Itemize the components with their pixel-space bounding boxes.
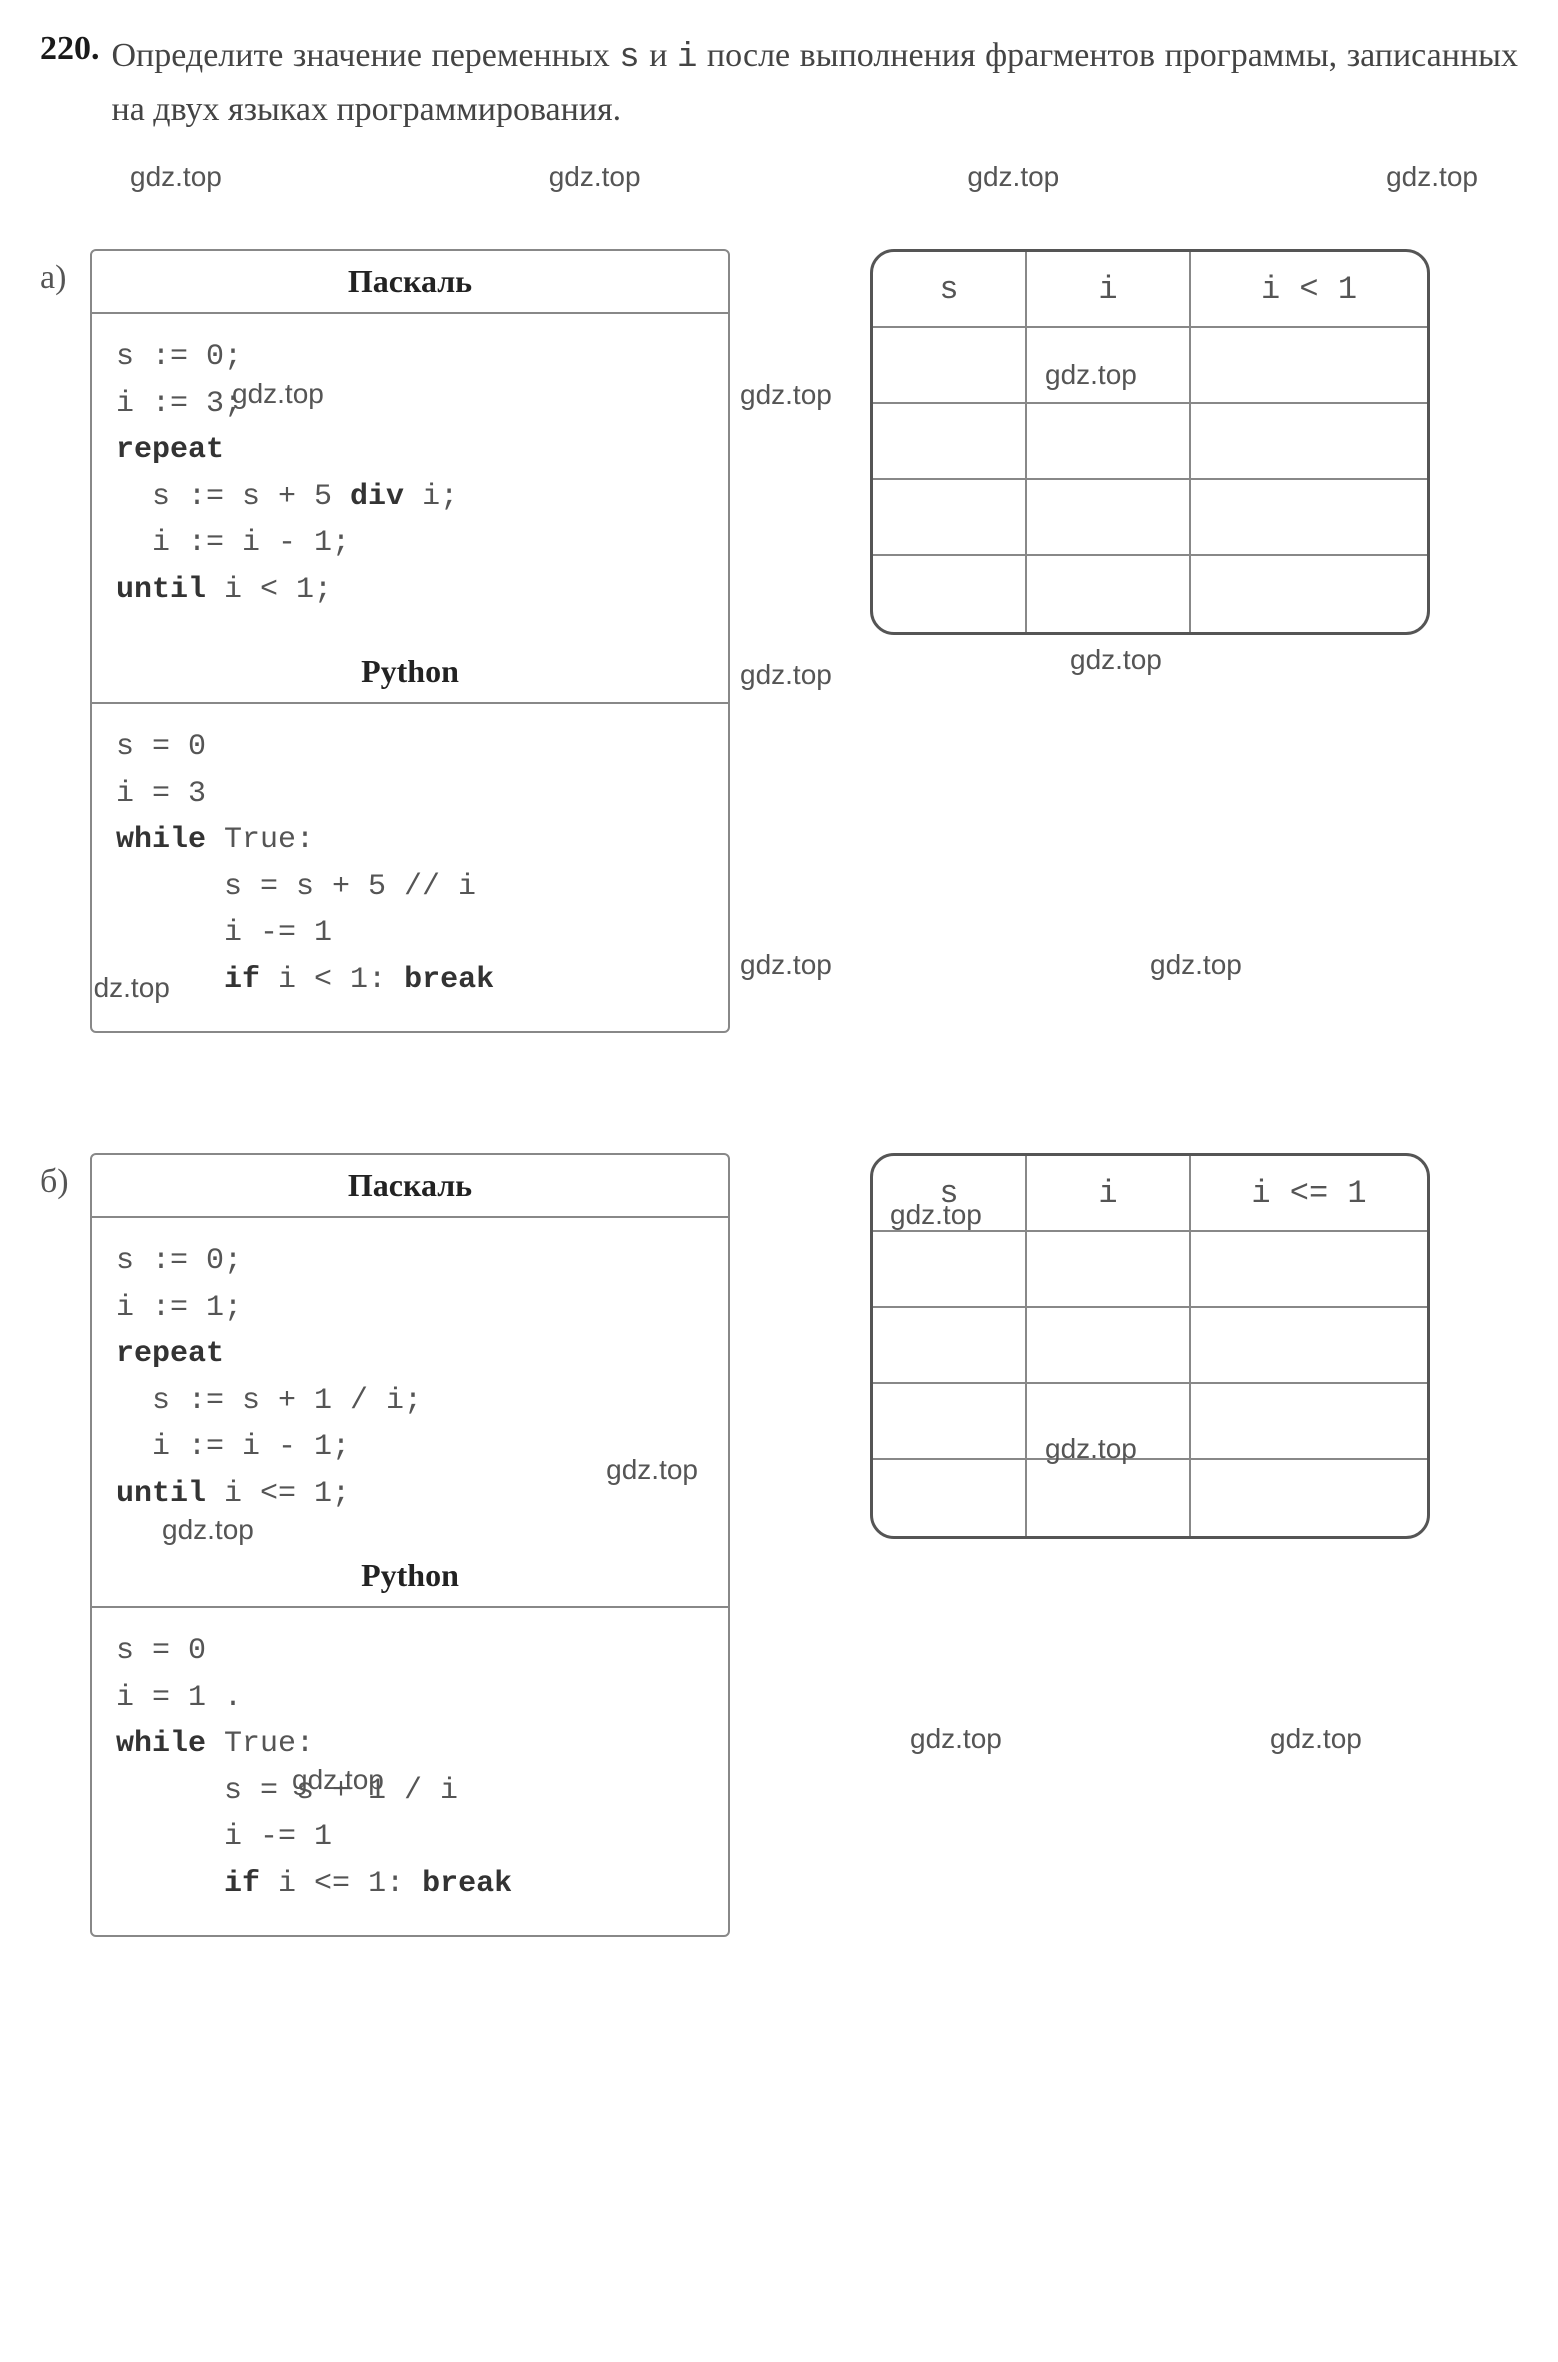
python-title: Python bbox=[92, 641, 728, 704]
pascal-box-b: Паскаль s := 0; i := 1; repeat s := s + … bbox=[90, 1153, 730, 1937]
table-row bbox=[873, 556, 1427, 632]
watermark: gdz.top bbox=[910, 1723, 1002, 1755]
var-i: i bbox=[677, 39, 697, 77]
table-row bbox=[873, 1308, 1427, 1384]
pascal-code-b: s := 0; i := 1; repeat s := s + 1 / i; i… bbox=[92, 1218, 728, 1545]
table-row bbox=[873, 1232, 1427, 1308]
watermark: gdz.top bbox=[967, 161, 1059, 193]
col-cond: i <= 1 bbox=[1191, 1156, 1427, 1232]
var-s: s bbox=[619, 39, 639, 77]
watermark: gdz.top bbox=[1150, 949, 1242, 981]
text-prefix: Определите значение переменных bbox=[112, 37, 620, 74]
table-row bbox=[873, 404, 1427, 480]
col-i: i bbox=[1027, 1156, 1191, 1232]
pascal-title: Паскаль bbox=[92, 251, 728, 314]
problem-number: 220. bbox=[40, 30, 100, 135]
pascal-box-a: Паскаль s := 0; i := 3; repeat s := s + … bbox=[90, 249, 730, 1033]
table-header-row: s i i < 1 bbox=[873, 252, 1427, 328]
trace-table-a: s i i < 1 bbox=[870, 249, 1430, 635]
watermark: gdz.top bbox=[1070, 644, 1162, 676]
python-title: Python bbox=[92, 1545, 728, 1608]
table-row bbox=[873, 328, 1427, 404]
watermark: gdz.top bbox=[740, 949, 832, 981]
trace-table-b: s i i <= 1 bbox=[870, 1153, 1430, 1539]
col-cond: i < 1 bbox=[1191, 252, 1427, 328]
exercise-a: а) Паскаль s := 0; i := 3; repeat s := s… bbox=[40, 249, 1518, 1033]
text-mid: и bbox=[640, 37, 677, 74]
table-column-a: s i i < 1 gdz.top gdz.top gdz.top bbox=[870, 249, 1518, 635]
problem-header: 220. Определите значение переменных s и … bbox=[40, 30, 1518, 135]
table-row bbox=[873, 1460, 1427, 1536]
watermark-row: gdz.top gdz.top gdz.top gdz.top bbox=[40, 155, 1518, 199]
exercise-label: б) bbox=[40, 1153, 90, 1201]
table-column-b: s i i <= 1 gdz.top gdz.top gdz.top gdz.t… bbox=[870, 1153, 1518, 1539]
watermark: gdz.top bbox=[1386, 161, 1478, 193]
watermark: gdz.top bbox=[549, 161, 641, 193]
watermark: gdz.top bbox=[740, 379, 832, 411]
python-code-a: s = 0 i = 3 while True: s = s + 5 // i i… bbox=[92, 704, 728, 1031]
table-row bbox=[873, 480, 1427, 556]
col-i: i bbox=[1027, 252, 1191, 328]
watermark: gdz.top bbox=[1270, 1723, 1362, 1755]
col-s: s bbox=[873, 1156, 1027, 1232]
exercise-label: а) bbox=[40, 249, 90, 297]
python-code-b: s = 0 i = 1 . while True: s = s + 1 / i … bbox=[92, 1608, 728, 1935]
table-row bbox=[873, 1384, 1427, 1460]
watermark: gdz.top bbox=[740, 659, 832, 691]
table-header-row: s i i <= 1 bbox=[873, 1156, 1427, 1232]
problem-text: Определите значение переменных s и i пос… bbox=[112, 30, 1519, 135]
code-column-b: Паскаль s := 0; i := 1; repeat s := s + … bbox=[90, 1153, 730, 1937]
col-s: s bbox=[873, 252, 1027, 328]
watermark: gdz.top bbox=[232, 372, 324, 415]
watermark: gdz.top bbox=[606, 1448, 698, 1491]
pascal-title: Паскаль bbox=[92, 1155, 728, 1218]
watermark: gdz.top bbox=[130, 161, 222, 193]
code-column-a: Паскаль s := 0; i := 3; repeat s := s + … bbox=[90, 249, 730, 1033]
exercise-b: б) Паскаль s := 0; i := 1; repeat s := s… bbox=[40, 1153, 1518, 1937]
pascal-code-a: s := 0; i := 3; repeat s := s + 5 div i;… bbox=[92, 314, 728, 641]
